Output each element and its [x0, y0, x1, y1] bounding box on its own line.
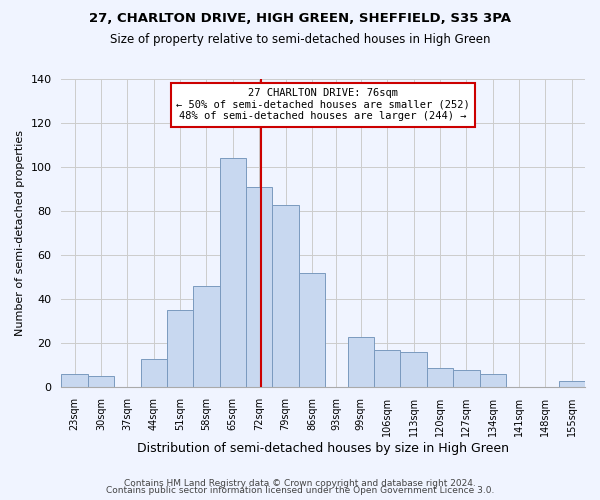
Y-axis label: Number of semi-detached properties: Number of semi-detached properties: [15, 130, 25, 336]
Bar: [559, 380, 585, 388]
Bar: [61, 374, 88, 388]
Bar: [220, 158, 246, 388]
Bar: [299, 273, 325, 388]
Bar: [374, 350, 400, 388]
Bar: [140, 358, 167, 388]
Bar: [427, 368, 453, 388]
Text: 27 CHARLTON DRIVE: 76sqm
← 50% of semi-detached houses are smaller (252)
48% of : 27 CHARLTON DRIVE: 76sqm ← 50% of semi-d…: [176, 88, 470, 122]
Text: Size of property relative to semi-detached houses in High Green: Size of property relative to semi-detach…: [110, 32, 490, 46]
Bar: [347, 336, 374, 388]
Bar: [246, 187, 272, 388]
Bar: [400, 352, 427, 388]
Text: 27, CHARLTON DRIVE, HIGH GREEN, SHEFFIELD, S35 3PA: 27, CHARLTON DRIVE, HIGH GREEN, SHEFFIEL…: [89, 12, 511, 26]
Bar: [88, 376, 114, 388]
X-axis label: Distribution of semi-detached houses by size in High Green: Distribution of semi-detached houses by …: [137, 442, 509, 455]
Bar: [479, 374, 506, 388]
Text: Contains public sector information licensed under the Open Government Licence 3.: Contains public sector information licen…: [106, 486, 494, 495]
Bar: [193, 286, 220, 388]
Bar: [272, 204, 299, 388]
Text: Contains HM Land Registry data © Crown copyright and database right 2024.: Contains HM Land Registry data © Crown c…: [124, 478, 476, 488]
Bar: [167, 310, 193, 388]
Bar: [453, 370, 479, 388]
